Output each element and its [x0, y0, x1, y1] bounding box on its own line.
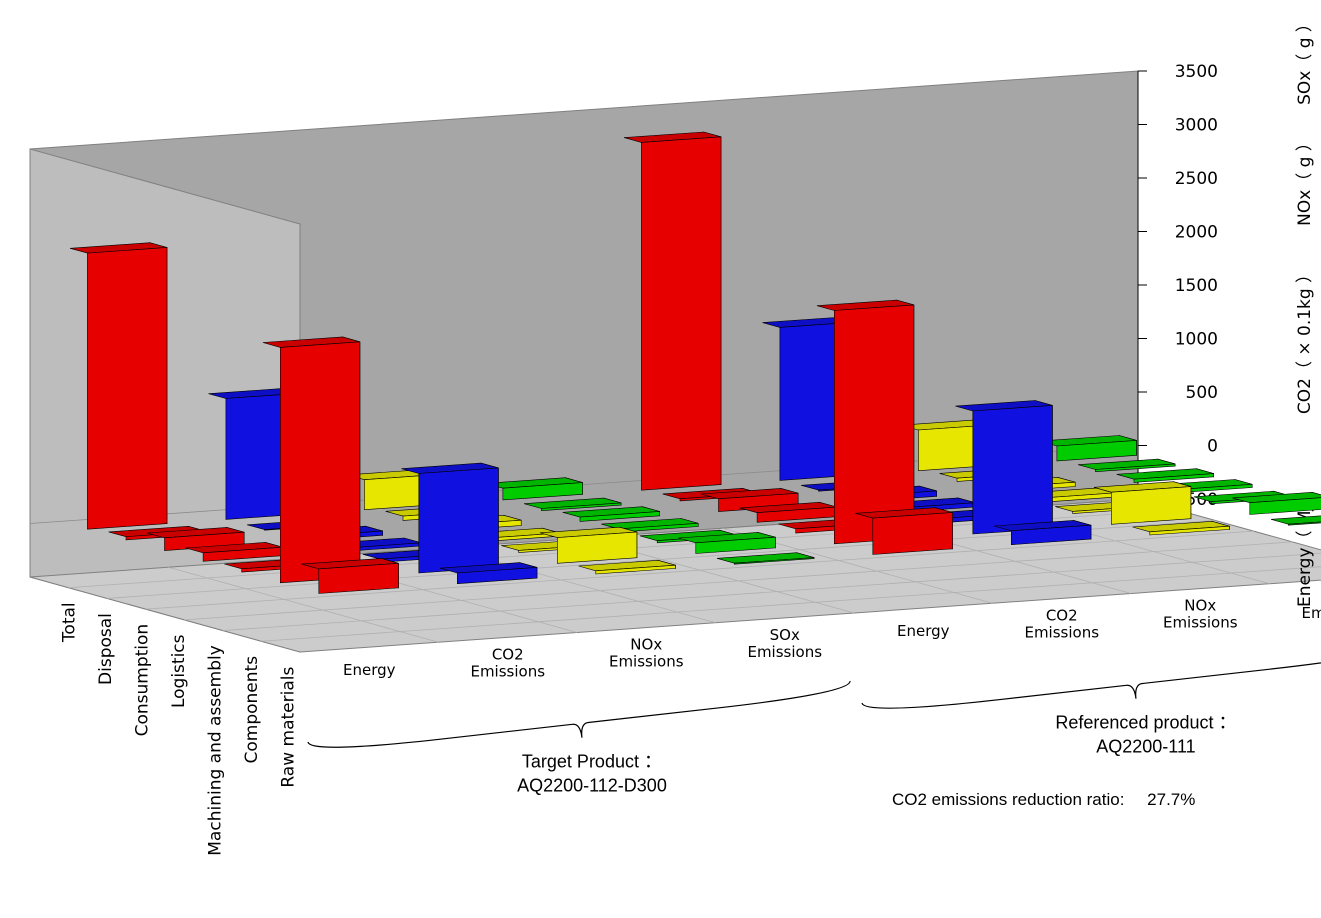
bar [739, 501, 838, 523]
bar [1232, 491, 1321, 515]
reduction-ratio-value: 27.7% [1147, 790, 1196, 809]
product-label: Target Product ： AQ2200-112-D300 [517, 752, 667, 796]
z-tick-label: 1000 [1175, 330, 1218, 350]
reduction-ratio: CO2 emissions reduction ratio: 27.7% [892, 790, 1195, 810]
bar [716, 552, 815, 565]
product-brace [307, 680, 851, 748]
z-tick-label: 500 [1186, 383, 1218, 403]
bar [1116, 468, 1214, 483]
bars [69, 131, 1321, 594]
bar [485, 477, 583, 501]
z-axis-title: CO2（ × 0.1kg ） [1295, 266, 1315, 414]
product-braces: Target Product ： AQ2200-112-D300 Reference… [307, 662, 1321, 796]
metric-label: Energy [897, 622, 950, 640]
bar [1039, 435, 1137, 462]
product-brace [861, 662, 1321, 709]
reduction-ratio-label: CO2 emissions reduction ratio: [892, 790, 1125, 809]
floor-grid-col [168, 566, 439, 643]
z-tick-label: 2500 [1175, 169, 1218, 189]
product-label: Referenced product ： AQ2200-111 [1055, 713, 1236, 757]
bar [623, 131, 722, 491]
stage-label: Consumption [132, 624, 152, 737]
z-tick-label: 3000 [1175, 116, 1218, 136]
stage-label: Components [242, 656, 262, 764]
metric-label: NOx Emissions [609, 636, 684, 671]
axis-labels: Total Disposal Consumption Logistics Machini… [59, 587, 1321, 856]
stage-label: Machining and assembly [206, 645, 226, 856]
z-tick-label: 3500 [1175, 62, 1218, 82]
stage-label: Raw materials [279, 667, 299, 788]
z-axis-title: NOx（ g ） [1295, 134, 1315, 226]
bar [262, 336, 361, 584]
z-tick-label: 2000 [1175, 223, 1218, 243]
bar [301, 558, 399, 594]
bar [1132, 520, 1230, 536]
metric-label: CO2 Emissions [1024, 606, 1099, 641]
bar [578, 559, 676, 575]
bar [1270, 515, 1321, 526]
bar [993, 520, 1092, 546]
metric-label: Energy [343, 661, 396, 679]
floor [29, 498, 1321, 653]
z-axis-title: SOx（ g ） [1295, 15, 1315, 105]
bar [855, 507, 953, 555]
bar [1078, 458, 1176, 473]
metric-label: NOx Emissions [1163, 597, 1238, 632]
bar [69, 242, 168, 530]
bar [439, 562, 538, 585]
metric-label: CO2 Emissions [470, 645, 545, 680]
z-tick-label: 1500 [1175, 276, 1218, 296]
bar [562, 506, 661, 522]
stage-label: Total [59, 602, 79, 643]
bar [1093, 481, 1192, 525]
stage-label: Logistics [169, 634, 189, 708]
z-axis-title: Energy（ MJ ） [1295, 483, 1315, 607]
bar [678, 532, 776, 554]
z-tick-label: 0 [1207, 437, 1218, 457]
stage-label: Disposal [96, 613, 116, 685]
bar [401, 462, 499, 574]
bar [539, 526, 638, 564]
bar [524, 497, 622, 512]
